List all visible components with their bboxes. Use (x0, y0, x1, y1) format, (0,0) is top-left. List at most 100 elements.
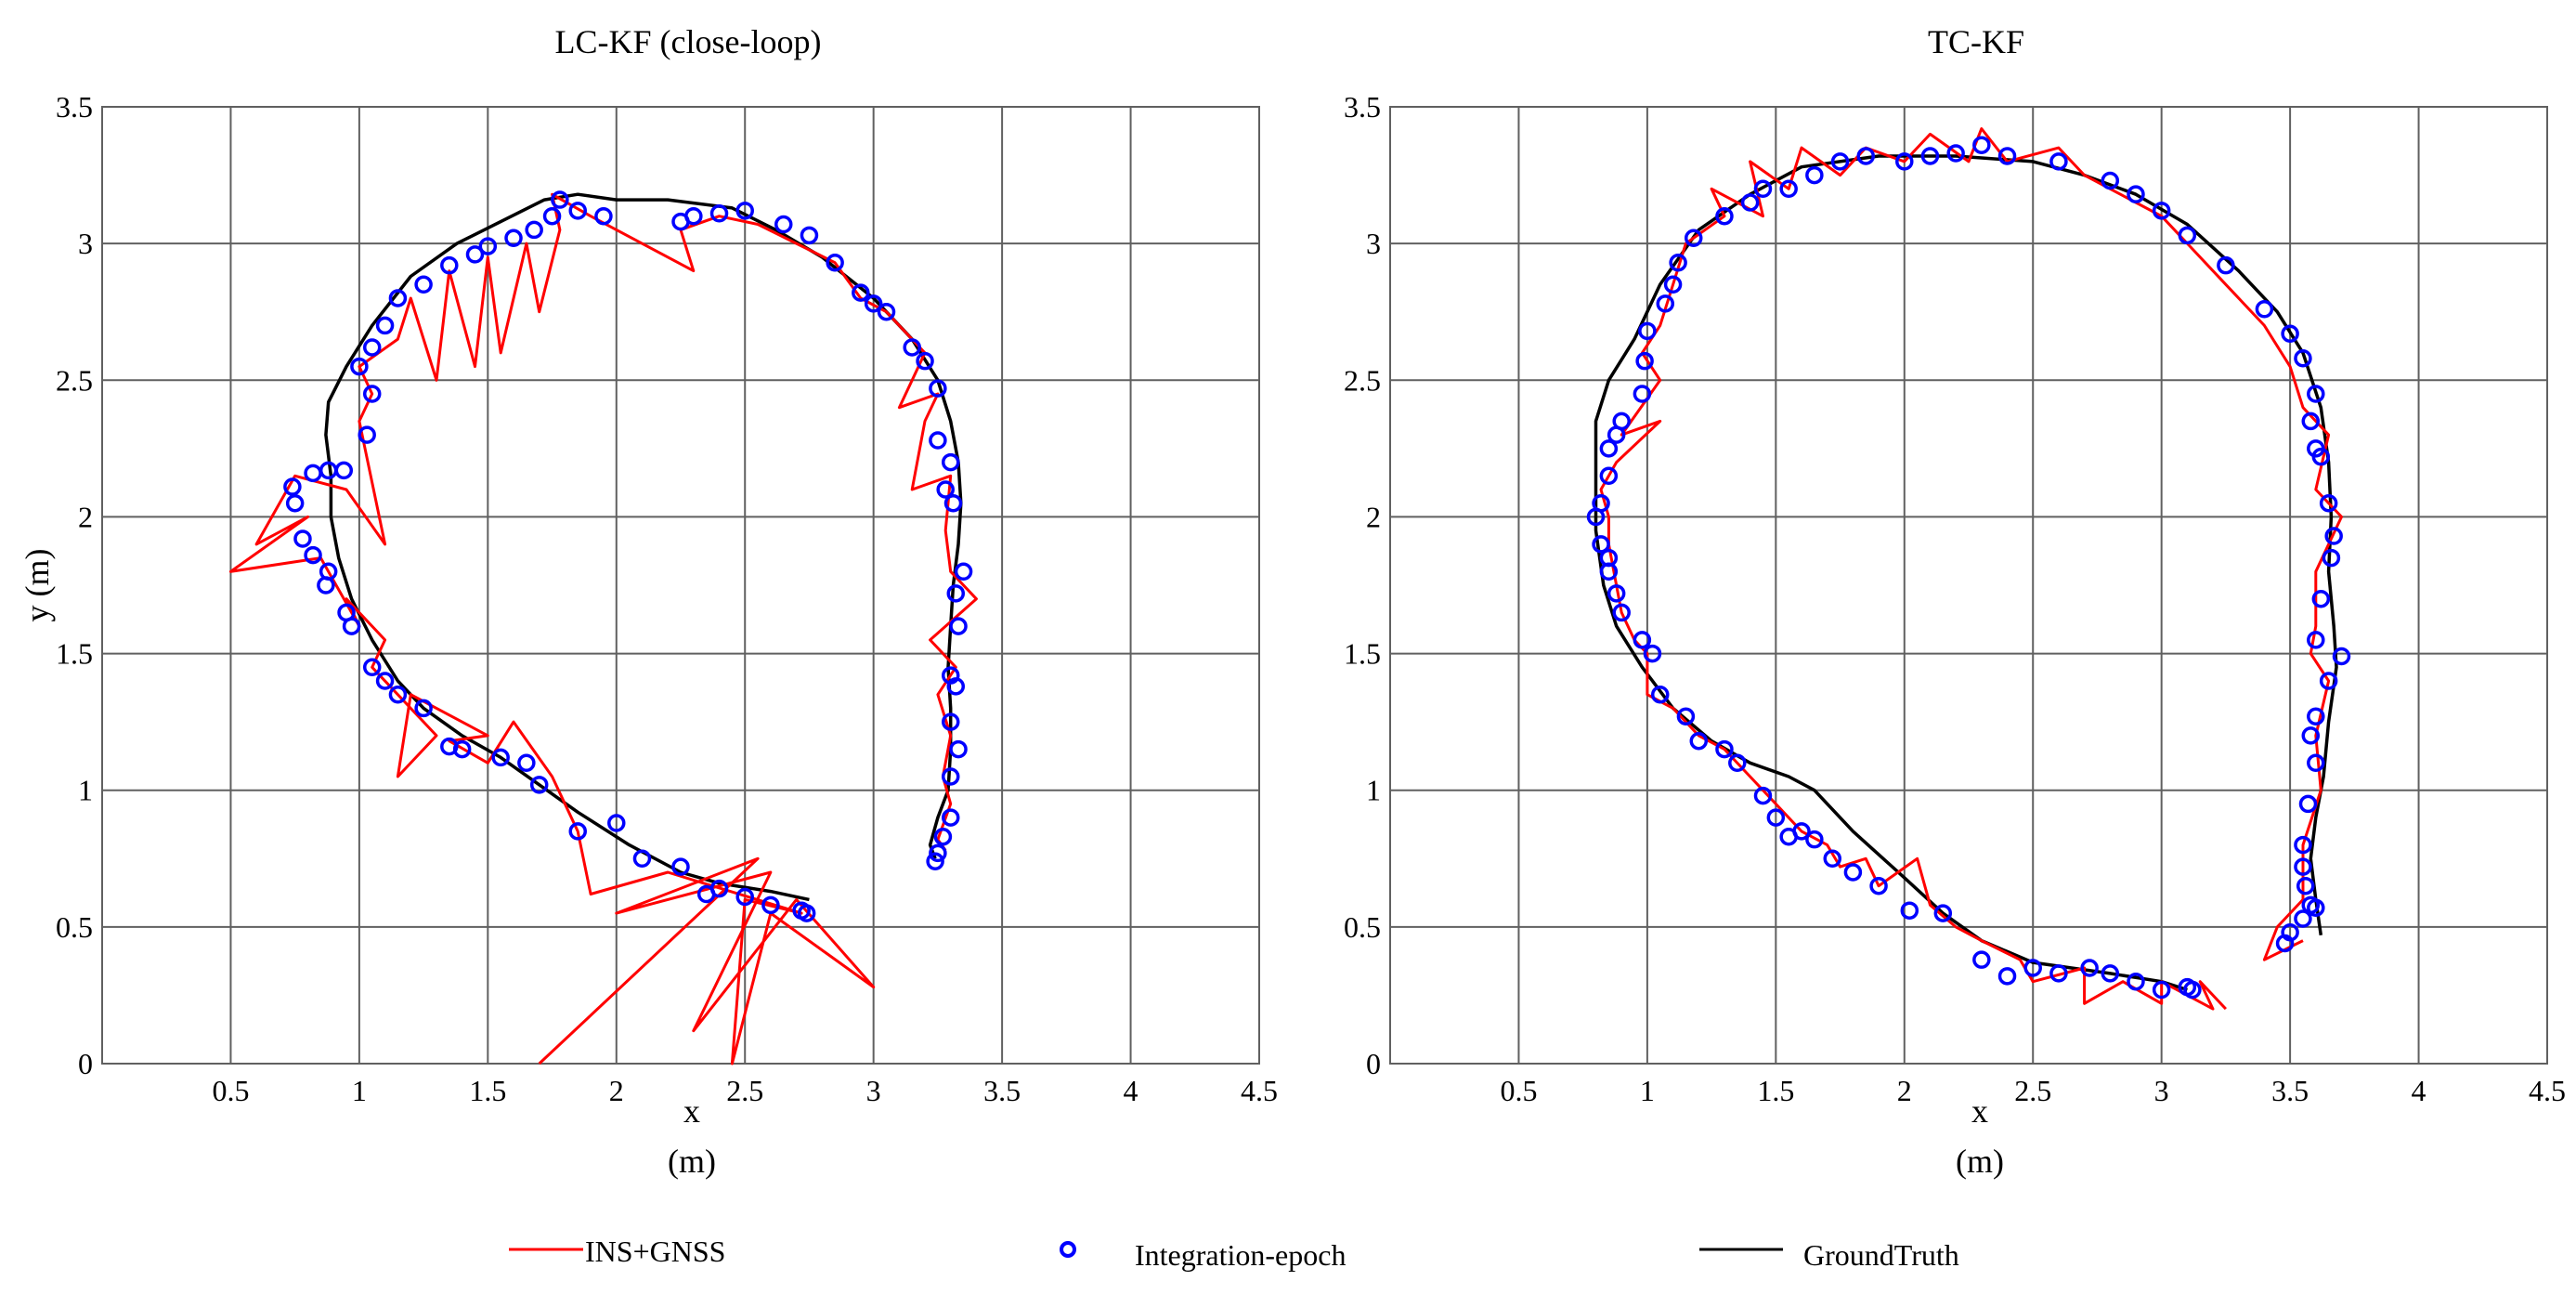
integration-epoch-point (2324, 527, 2343, 545)
integration-epoch-point (517, 753, 536, 773)
integration-epoch-point (1728, 753, 1747, 773)
integration-epoch-point (1900, 901, 1919, 920)
integration-epoch-point (774, 215, 793, 234)
integration-epoch-point (761, 895, 780, 915)
y-tick-label: 1 (78, 774, 93, 807)
y-tick-label: 3.5 (56, 90, 93, 124)
integration-epoch-point (1650, 685, 1670, 704)
x-tick-label: 2.5 (726, 1074, 763, 1107)
integration-epoch-point (388, 289, 408, 307)
y-tick-label: 1 (1366, 774, 1381, 807)
integration-epoch-point (1592, 493, 1610, 513)
integration-epoch-point (2080, 959, 2099, 977)
integration-epoch-point (440, 255, 459, 275)
x-tick-label: 1.5 (1757, 1074, 1794, 1107)
integration-epoch-point (864, 294, 883, 313)
integration-epoch-point (1599, 466, 1619, 486)
integration-epoch-point (1676, 707, 1696, 726)
x-tick-label: 4 (2412, 1074, 2426, 1107)
integration-epoch-point (362, 338, 382, 357)
integration-epoch-point (2049, 964, 2068, 983)
y-tick-label: 0 (1366, 1047, 1381, 1080)
ground-truth-line (1594, 154, 2338, 992)
integration-epoch-point (735, 887, 754, 907)
integration-epoch-point (1997, 967, 2017, 986)
y-tick-label: 3 (78, 227, 93, 260)
plot-frame (101, 106, 1260, 1065)
integration-epoch-point (465, 245, 485, 264)
integration-epoch-point (949, 739, 968, 759)
integration-epoch-point (929, 379, 947, 398)
integration-epoch-point (2049, 152, 2068, 171)
x-tick-label: 0.5 (212, 1074, 249, 1107)
integration-epoch-point (916, 351, 934, 371)
x-tick-label: 3 (2154, 1074, 2169, 1107)
integration-epoch-point (2023, 959, 2042, 977)
integration-epoch-point (1856, 147, 1875, 165)
plot-series (228, 190, 978, 1065)
x-tick-label: 3 (866, 1074, 881, 1107)
integration-epoch-point (943, 493, 963, 513)
integration-epoch-point (2183, 980, 2202, 1000)
integration-epoch-point (304, 545, 322, 565)
integration-epoch-point (826, 253, 844, 272)
integration-epoch-point (2178, 226, 2197, 245)
integration-epoch-point (2255, 300, 2274, 319)
grid (102, 106, 1260, 1065)
integration-epoch-point (1830, 152, 1850, 171)
chart-lc-kf: LC-KF (close-loop) 0.5 1 1.5 2 2.5 3 3.5 4 4.5 0… (19, 23, 1278, 1180)
integration-epoch-point (283, 477, 302, 496)
integration-epoch-point (1843, 863, 1863, 882)
integration-epoch-point (1612, 603, 1631, 622)
x-axis-unit: (m) (668, 1143, 716, 1180)
integration-epoch-point (1997, 147, 2017, 165)
integration-epoch-point (304, 464, 322, 483)
x-tick-labels: 0.5 1 1.5 2 2.5 3 3.5 4 4.5 (212, 1074, 1278, 1107)
chart-tc-kf: TC-KF 0.5 1 1.5 2 2.5 3 3.5 4 4.5 0 0.5 1 1.5 2 2.5 3 3… (1344, 23, 2566, 1180)
integration-epoch-point (2127, 185, 2145, 203)
integration-epoch-point (2281, 324, 2299, 344)
y-tick-label: 0.5 (1344, 910, 1381, 944)
integration-epoch-point (936, 480, 955, 499)
integration-epoch-point (2319, 493, 2338, 513)
integration-epoch-point (478, 237, 498, 255)
integration-epoch-point (1612, 412, 1631, 431)
x-tick-label: 1 (352, 1074, 367, 1107)
integration-epoch-point (2301, 726, 2321, 745)
integration-epoch-point (877, 302, 896, 321)
y-tick-label: 2 (78, 500, 93, 533)
y-tick-label: 2.5 (1344, 363, 1381, 397)
integration-epoch-point (551, 190, 569, 209)
integration-epoch-point (2294, 857, 2312, 876)
x-tick-label: 1.5 (469, 1074, 506, 1107)
y-tick-label: 0.5 (56, 910, 93, 944)
integration-epoch-point (941, 767, 960, 786)
integration-epoch-point (414, 275, 433, 294)
integration-epoch-point (2296, 876, 2315, 895)
integration-epoch-point (285, 493, 305, 513)
integration-epoch-point (293, 529, 312, 548)
integration-epoch-point (903, 338, 921, 357)
integration-epoch-point (358, 425, 376, 444)
integration-epoch-point (2307, 753, 2325, 773)
ground-truth-line (324, 192, 963, 902)
legend-label-ins-gnss: INS+GNSS (585, 1235, 725, 1268)
plot-series (1586, 127, 2351, 1011)
integration-epoch-point (1633, 631, 1652, 649)
integration-epoch-point (2332, 647, 2351, 666)
integration-epoch-point (504, 229, 523, 248)
integration-epoch-point (1663, 275, 1683, 294)
integration-epoch-point (1684, 229, 1703, 248)
integration-epoch-point (2322, 548, 2341, 568)
integration-epoch-point (375, 316, 395, 335)
chart-title: TC-KF (1928, 23, 2024, 60)
integration-epoch-point (350, 357, 369, 376)
y-tick-label: 1.5 (56, 637, 93, 671)
integration-epoch-point (334, 461, 354, 480)
integration-epoch-point (1740, 193, 1760, 212)
integration-epoch-point (568, 822, 587, 841)
integration-epoch-point (1972, 136, 1991, 154)
integration-epoch-point (709, 204, 729, 223)
integration-epoch-point (440, 737, 459, 756)
integration-epoch-point (1638, 321, 1657, 341)
